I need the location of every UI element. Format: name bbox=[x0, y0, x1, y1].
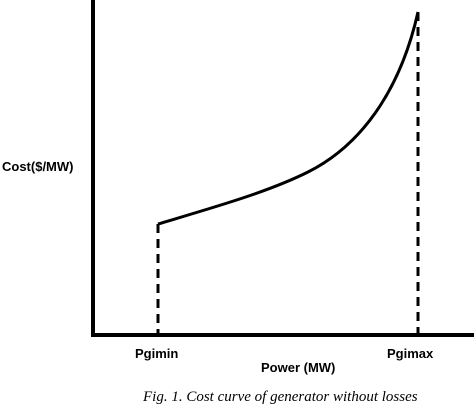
x-axis-label: Power (MW) bbox=[261, 360, 335, 375]
y-axis-label: Cost($/MW) bbox=[2, 159, 74, 174]
pgimin-label: Pgimin bbox=[135, 346, 178, 361]
figure-caption: Fig. 1. Cost curve of generator without … bbox=[142, 389, 418, 404]
cost-curve bbox=[157, 11, 420, 226]
pgimax-label: Pgimax bbox=[387, 346, 434, 361]
